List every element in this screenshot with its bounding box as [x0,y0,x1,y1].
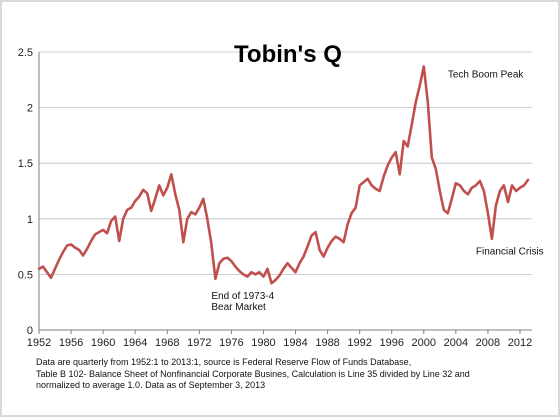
x-tick-label: 1968 [155,337,179,349]
x-tick-label: 1952 [27,337,51,349]
annotation-label: Financial Crisis [476,246,544,257]
x-tick-label: 2004 [444,337,468,349]
footnote: Data are quarterly from 1952:1 to 2013:1… [36,357,536,392]
grid-layer [39,51,532,275]
x-tick-label: 1980 [251,337,275,349]
tobins-q-chart: 0 0.5 1 1.5 2 2.5 1952 1956 1960 1964 1968 1972 1976… [18,41,544,349]
x-tick-label: 1992 [347,337,371,349]
annotation-label: Bear Market [211,302,266,313]
annotation-label: End of 1973-4 [211,291,274,302]
x-tick-label: 1964 [123,337,147,349]
x-tick-label: 1960 [91,337,115,349]
chart-title: Tobin's Q [234,41,342,68]
series-line [37,65,530,285]
x-tick-label: 1956 [59,337,83,349]
footnote-line-1: Data are quarterly from 1952:1 to 2013:1… [36,357,412,367]
footnote-line-2: Table B 102- Balance Sheet of Nonfinanci… [36,368,470,379]
x-tick-label: 1996 [379,337,403,349]
annotation-label: Tech Boom Peak [448,70,525,81]
x-tick-label: 2012 [508,337,532,349]
axis-layer [38,52,532,334]
series-layer [37,65,530,285]
footnote-line-3: normalized to average 1.0. Data as of Se… [36,380,266,390]
y-tick-label: 1.5 [18,158,33,170]
y-tick-label: 2 [27,103,33,115]
y-tick-label: 2.5 [18,47,33,59]
x-tick-label: 2008 [476,337,500,349]
x-tick-label: 1984 [283,337,307,349]
x-tick-label: 1976 [219,337,243,349]
x-tick-label: 1972 [187,337,211,349]
tick-label-layer: 0 0.5 1 1.5 2 2.5 1952 1956 1960 1964 1968 1972 1976… [18,47,533,349]
x-tick-label: 2000 [412,337,436,349]
y-tick-label: 0.5 [18,269,33,281]
y-tick-label: 0 [27,325,33,337]
x-tick-label: 1988 [315,337,339,349]
y-tick-label: 1 [27,214,33,226]
annotation-layer: Tech Boom Peak Financial Crisis End of 197… [211,70,543,313]
